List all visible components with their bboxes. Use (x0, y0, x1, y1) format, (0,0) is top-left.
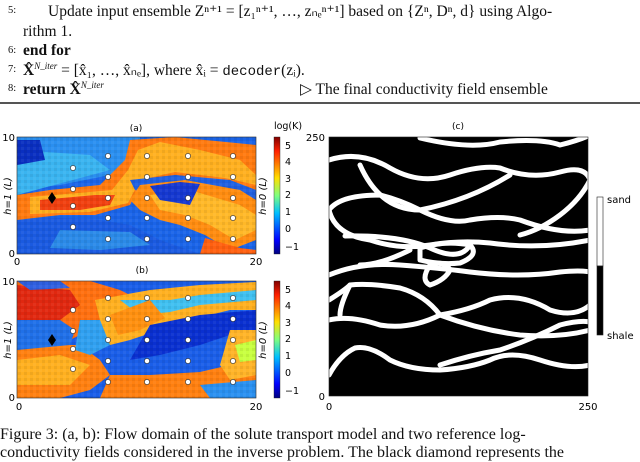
figure-3: (a) 10 0 h=1 (2, 121, 634, 410)
panel-c-title: (c) (452, 122, 464, 132)
line-number: 5: (8, 5, 17, 16)
colorbar-c: sand shale (596, 195, 634, 342)
algo-text: Update input ensemble Zⁿ⁺¹ = [z₁ⁿ⁺¹, …, … (48, 3, 553, 20)
panel-a-title: (a) (130, 124, 143, 134)
svg-text:5: 5 (285, 141, 291, 152)
colorbar-label: log(K) (274, 121, 302, 132)
algo-math: X̂ (65, 81, 81, 99)
y-axis-label-right: h=0 (L) (258, 321, 269, 359)
y-tick: 10 (2, 133, 15, 144)
algo-code: decoder (222, 64, 282, 81)
algo-text: (zᵢ). (281, 62, 305, 80)
svg-text:0: 0 (285, 224, 291, 235)
figure-caption: Figure 3: (a, b): Flow domain of the sol… (0, 426, 640, 461)
panel-a-field (17, 137, 256, 254)
x-tick: 250 (578, 402, 597, 410)
algo-comment: ▷ The final conductivity field ensemble (300, 81, 548, 98)
svg-text:5: 5 (285, 285, 291, 296)
svg-text:4: 4 (285, 157, 291, 168)
caption-line-2: conductivity fields considered in the in… (0, 444, 564, 461)
y-tick: 10 (2, 277, 15, 288)
panel-b: 0 20 (b) (2, 257, 269, 410)
svg-text:1: 1 (285, 207, 291, 218)
svg-text:0: 0 (285, 368, 291, 379)
algo-math: X̂ (23, 62, 35, 80)
colorbar-a: log(K) 5 4 3 2 1 0 −1 (273, 121, 302, 255)
y-axis-label-right: h=0 (L) (258, 177, 269, 215)
x-tick: 20 (250, 402, 263, 410)
x-tick-a: 20 (250, 257, 263, 268)
svg-text:2: 2 (285, 334, 291, 345)
algorithm-bottom-rule (0, 102, 640, 104)
y-tick: 0 (9, 249, 15, 260)
source-diamond-icon (48, 192, 56, 204)
colorbar-label-sand: sand (607, 195, 631, 206)
y-tick: 250 (306, 133, 325, 144)
y-axis-label-left: h=1 (L) (3, 177, 14, 215)
svg-text:4: 4 (285, 301, 291, 312)
x-tick: 0 (16, 402, 22, 410)
svg-text:2: 2 (285, 190, 291, 201)
colorbar-ticks: 5 4 3 2 1 0 −1 (285, 141, 299, 253)
svg-text:−1: −1 (285, 386, 299, 397)
x-tick: 0 (326, 402, 332, 410)
algo-keyword: return (23, 81, 66, 99)
y-axis-label-left: h=1 (L) (3, 321, 14, 359)
algo-keyword: end for (23, 42, 71, 59)
monitoring-wells-a (70, 153, 236, 242)
source-diamond-icon (48, 334, 56, 346)
svg-text:3: 3 (285, 318, 291, 329)
svg-text:−1: −1 (285, 242, 299, 253)
caption-line-1: Figure 3: (a, b): Flow domain of the sol… (0, 426, 526, 443)
svg-text:1: 1 (285, 351, 291, 362)
line-number: 8: (8, 83, 17, 94)
line-number: 6: (8, 45, 17, 56)
panel-c: (c) 250 0 0 2 (306, 122, 598, 410)
algo-text: rithm 1. (23, 23, 73, 40)
panel-c-facies (329, 137, 588, 396)
svg-text:3: 3 (285, 174, 291, 185)
algo-sup: N_iter (80, 80, 104, 90)
line-number: 7: (8, 64, 17, 75)
y-tick: 0 (9, 393, 15, 404)
y-tick: 0 (319, 392, 325, 403)
colorbar-ticks: 5 4 3 2 1 0 −1 (285, 285, 299, 397)
algo-sup: N_iter (34, 61, 58, 71)
algo-text: = [x̂₁, …, x̂ₙₑ], where x̂ᵢ = (57, 62, 223, 80)
monitoring-wells-b (70, 295, 236, 385)
colorbar-label-shale: shale (607, 331, 634, 342)
x-tick-a: 0 (14, 257, 20, 268)
colorbar-b: 5 4 3 2 1 0 −1 (273, 280, 299, 399)
panel-b-title: (b) (136, 266, 149, 276)
panel-a: (a) 10 0 h=1 (2, 124, 269, 260)
